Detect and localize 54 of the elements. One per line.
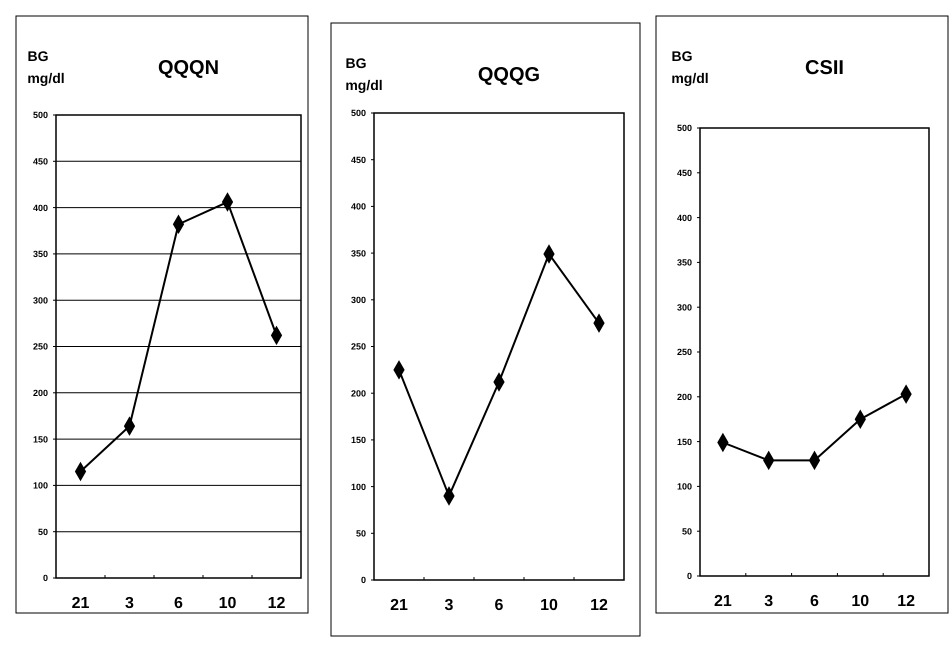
y-tick-label: 50 [682,526,692,536]
y-tick-label: 150 [676,436,692,447]
y-tick-label: 0 [686,571,692,582]
y-tick-label: 500 [32,110,48,120]
y-tick-label: 250 [32,342,48,352]
y-tick-label: 450 [350,154,366,165]
y-tick-label: 250 [676,347,692,358]
x-tick-label: 3 [444,597,454,614]
x-tick-label: 12 [268,595,286,612]
y-axis-title: BG mg/dl [345,55,383,93]
y-tick-label: 150 [32,434,48,444]
y-tick-label: 150 [350,435,366,446]
y-tick-label: 200 [676,392,692,402]
chart-title: CSII [805,57,844,79]
x-tick-label: 21 [390,597,408,614]
x-tick-label: 12 [897,593,916,610]
x-tick-label: 3 [125,595,134,612]
y-tick-label: 350 [350,248,366,258]
y-tick-label: 450 [676,168,692,178]
y-tick-label: 300 [676,302,692,312]
y-tick-label: 200 [32,388,48,398]
y-tick-label: 100 [350,482,366,492]
y-tick-label: 450 [32,156,48,166]
y-tick-label: 0 [360,575,366,586]
y-axis-title: BG mg/dl [27,48,65,86]
y-tick-label: 350 [32,249,48,260]
y-tick-label: 400 [32,202,48,213]
chart-title: QQQG [478,64,540,86]
x-tick-label: 6 [494,597,504,614]
x-tick-label: 10 [540,597,558,614]
y-tick-label: 50 [356,528,366,538]
x-tick-label: 10 [218,595,236,612]
y-tick-label: 200 [350,388,366,398]
x-tick-label: 10 [851,593,870,610]
x-tick-label: 6 [174,595,184,612]
y-tick-label: 0 [42,573,48,584]
y-tick-label: 50 [38,526,48,537]
y-tick-label: 350 [676,258,692,268]
y-tick-label: 250 [350,342,366,352]
x-tick-label: 12 [590,597,608,614]
x-tick-label: 6 [810,593,820,610]
x-tick-label: 21 [72,595,90,612]
y-tick-label: 500 [350,108,366,118]
y-tick-label: 400 [676,212,692,223]
y-tick-label: 300 [350,294,366,305]
y-tick-label: 100 [32,480,48,491]
y-axis-title: BG mg/dl [671,48,709,86]
x-tick-label: 21 [714,593,732,610]
y-tick-label: 100 [676,482,692,492]
x-tick-label: 3 [764,593,774,610]
chart-title: QQQN [158,57,220,79]
y-tick-label: 500 [676,123,692,134]
y-tick-label: 400 [350,202,366,212]
y-tick-label: 300 [32,295,48,306]
